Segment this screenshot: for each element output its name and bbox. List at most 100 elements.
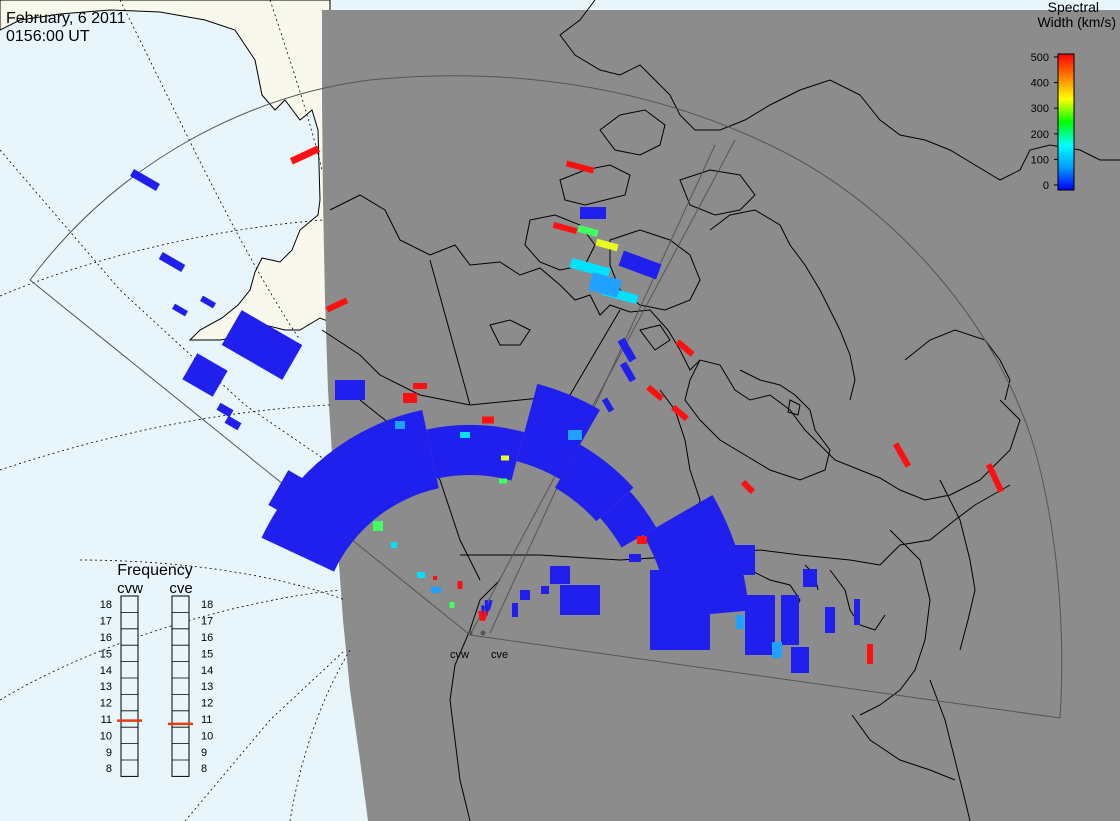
backscatter-cell <box>854 599 860 625</box>
backscatter-region <box>261 410 439 572</box>
map-date: February, 6 2011 <box>6 10 126 27</box>
backscatter-cell <box>413 383 427 389</box>
backscatter-cell <box>484 599 493 611</box>
colorbar-tick-label: 300 <box>1031 103 1049 115</box>
colorbar-tick-label: 0 <box>1043 180 1049 192</box>
colorbar-gradient <box>1057 53 1075 191</box>
frequency-tick-label-left: 16 <box>100 632 112 644</box>
backscatter-cell <box>512 603 518 617</box>
frequency-tick-label-right: 13 <box>201 681 213 693</box>
colorbar-ticks: 500 400 300 200 100 0 <box>1031 52 1058 192</box>
backscatter-cell <box>715 545 755 575</box>
backscatter-cell <box>449 602 455 608</box>
backscatter-cell <box>580 207 606 219</box>
backscatter-cell <box>395 421 405 429</box>
frequency-tick-label-right: 17 <box>201 616 213 628</box>
frequency-tick-label-right: 14 <box>201 665 213 677</box>
backscatter-cell <box>675 339 695 357</box>
frequency-tick-label-left: 8 <box>106 763 112 775</box>
frequency-tick-label-right: 12 <box>201 698 213 710</box>
site-label-cve: cve <box>491 649 508 661</box>
backscatter-cell <box>501 455 509 461</box>
backscatter-cell <box>216 402 234 418</box>
frequency-tick-label-left: 15 <box>100 648 112 660</box>
backscatter-cell <box>130 169 160 191</box>
backscatter-cell <box>482 416 494 424</box>
backscatter-cells <box>130 145 1005 673</box>
backscatter-cell <box>646 384 664 402</box>
night-side <box>322 10 1120 821</box>
backscatter-cell <box>892 442 912 468</box>
backscatter-cell <box>373 521 383 531</box>
radar-fov <box>29 75 1063 719</box>
backscatter-cell <box>740 479 756 495</box>
backscatter-cell <box>403 393 417 403</box>
frequency-tick-label-left: 18 <box>100 599 112 611</box>
backscatter-cell <box>433 576 437 580</box>
backscatter-cell <box>577 225 599 237</box>
frequency-scale-cvw <box>120 595 139 777</box>
backscatter-cell <box>736 615 744 629</box>
colorbar-title-2: Width (km/s) <box>1037 14 1116 30</box>
colorbar-tick-label: 200 <box>1031 129 1049 141</box>
backscatter-cell <box>569 257 611 279</box>
backscatter-cell <box>200 295 216 309</box>
frequency-tick-label-right: 10 <box>201 730 213 742</box>
backscatter-cell <box>457 581 463 589</box>
colorbar-title-1: Spectral <box>1048 0 1099 15</box>
backscatter-cell <box>550 566 570 584</box>
backscatter-cell <box>565 160 595 174</box>
backscatter-cell <box>335 380 365 400</box>
backscatter-cell <box>182 353 228 397</box>
freq-radar-label-cvw: cvw <box>117 580 143 597</box>
colorbar: Spectral Width (km/s) 500 400 300 200 100 0 <box>1031 0 1116 192</box>
colorbar-tick-label: 100 <box>1031 154 1049 166</box>
backscatter-cell <box>560 585 600 615</box>
frequency-tick-label-right: 16 <box>201 632 213 644</box>
backscatter-cell <box>479 610 488 621</box>
backscatter-cell <box>484 600 488 610</box>
backscatter-region <box>600 491 657 548</box>
colorbar-tick-label: 500 <box>1031 52 1049 64</box>
backscatter-cell <box>325 297 349 313</box>
backscatter-cell <box>224 415 242 431</box>
map-time: 0156:00 UT <box>6 28 90 45</box>
colorbar-tick-label: 400 <box>1031 78 1049 90</box>
backscatter-cell <box>671 404 689 422</box>
backscatter-cell <box>772 642 782 658</box>
backscatter-cell <box>158 252 186 272</box>
backscatter-cell <box>499 478 507 484</box>
backscatter-cell <box>745 595 775 655</box>
backscatter-cell <box>520 590 530 600</box>
frequency-tick-label-right: 18 <box>201 599 213 611</box>
frequency-tick-label-left: 14 <box>100 665 112 677</box>
backscatter-cell <box>568 430 582 440</box>
backscatter-cell <box>985 463 1005 493</box>
backscatter-cell <box>323 489 357 521</box>
backscatter-cell <box>601 397 615 413</box>
frequency-tick-label-left: 12 <box>100 698 112 710</box>
backscatter-cell <box>825 607 835 633</box>
frequency-tick-label-right: 15 <box>201 648 213 660</box>
backscatter-cell <box>417 572 425 578</box>
frequency-tick-label-left: 17 <box>100 616 112 628</box>
backscatter-cell <box>391 542 397 548</box>
backscatter-cell <box>617 337 637 363</box>
backscatter-cell <box>595 238 619 252</box>
frequency-scales: 18 18 17 17 16 16 15 15 14 14 13 13 12 12 11 11 10 10 9 9 8 8 <box>100 595 213 777</box>
backscatter-region <box>555 444 634 522</box>
frequency-tick-label-left: 11 <box>101 714 112 726</box>
site-marker-cve <box>480 630 486 636</box>
backscatter-cell <box>221 310 303 380</box>
frequency-title: Frequency <box>117 562 193 579</box>
backscatter-cell <box>268 470 332 530</box>
frequency-scale-cve <box>171 595 190 777</box>
backscatter-cell <box>637 536 647 544</box>
backscatter-cell <box>650 570 710 650</box>
frequency-tick-label-left: 13 <box>100 681 112 693</box>
backscatter-cell <box>629 554 641 562</box>
land-daylight-alaska <box>0 0 331 341</box>
backscatter-cell <box>619 361 637 383</box>
